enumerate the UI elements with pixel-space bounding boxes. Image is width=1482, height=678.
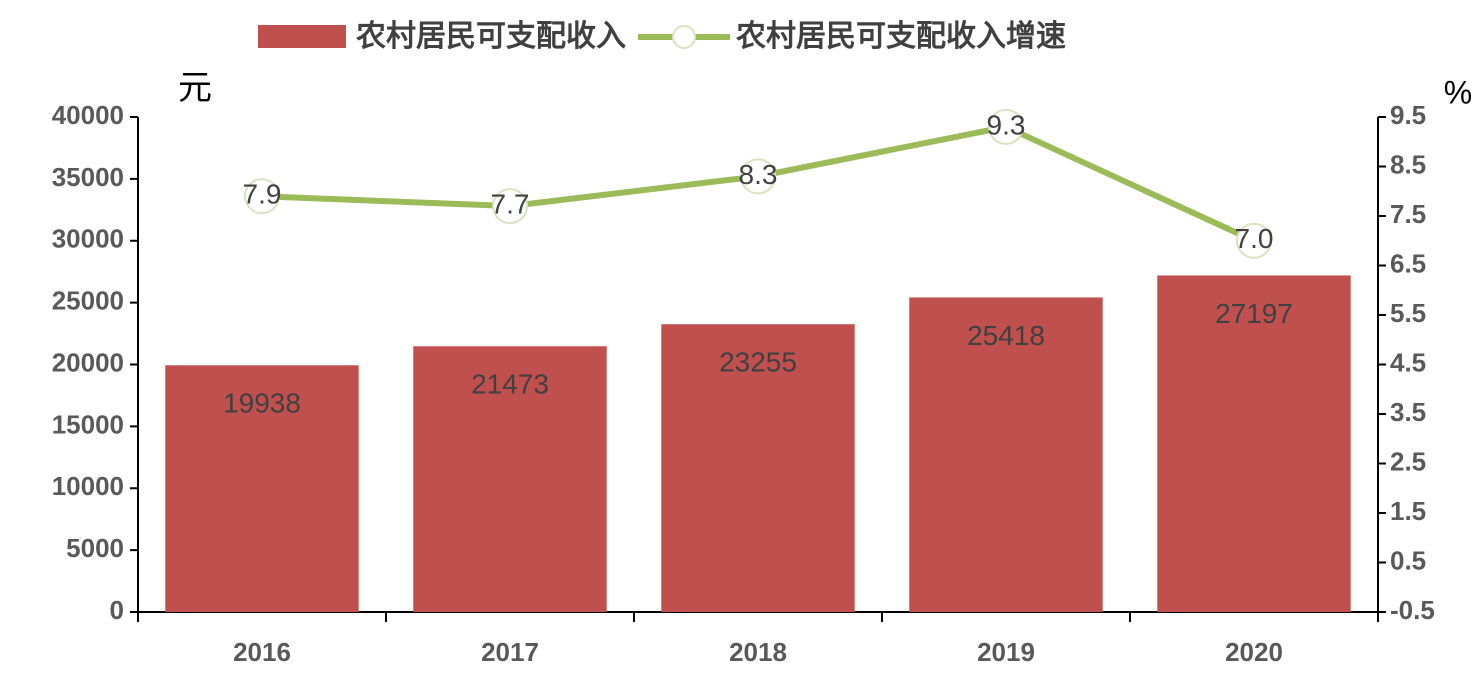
y-tick-label: 40000	[52, 100, 124, 130]
y-tick-label: 0	[110, 595, 124, 625]
marker	[492, 188, 528, 225]
y2-tick-label: 6.5	[1390, 248, 1426, 278]
data-label: 25418	[967, 320, 1045, 351]
legend-swatch	[258, 25, 346, 48]
y2-tick-label: 3.5	[1390, 397, 1426, 427]
legend-label: 农村居民可支配收入增速	[735, 20, 1066, 53]
data-label: 27197	[1215, 298, 1293, 329]
legend-label: 农村居民可支配收入	[355, 20, 626, 53]
y2-tick-label: 2.5	[1390, 446, 1426, 476]
bar	[661, 324, 855, 612]
y2-tick-label: 8.5	[1390, 149, 1426, 179]
marker	[1236, 222, 1272, 259]
data-label: 23255	[719, 347, 797, 378]
y2-tick-label: -0.5	[1390, 595, 1435, 625]
data-label: 19938	[223, 388, 301, 419]
bar	[909, 297, 1103, 612]
y2-tick-label: 5.5	[1390, 298, 1426, 328]
y-tick-label: 20000	[52, 347, 124, 377]
marker	[740, 158, 776, 195]
y-tick-label: 35000	[52, 162, 124, 192]
data-label: 21473	[471, 369, 549, 400]
y-tick-label: 10000	[52, 471, 124, 501]
y-tick-label: 25000	[52, 286, 124, 316]
x-tick-label: 2018	[729, 637, 787, 667]
legend-marker	[672, 25, 696, 49]
y-tick-label: 5000	[66, 533, 124, 563]
y2-unit: %	[1444, 74, 1472, 110]
y-unit: 元	[178, 69, 212, 107]
data-label: 9.3	[987, 109, 1026, 140]
y-tick-label: 15000	[52, 409, 124, 439]
y2-tick-label: 7.5	[1390, 199, 1426, 229]
bar	[1157, 275, 1351, 612]
x-tick-label: 2017	[481, 637, 539, 667]
data-label: 8.3	[739, 159, 778, 190]
marker	[244, 178, 280, 215]
bar	[413, 346, 607, 612]
y2-tick-label: 4.5	[1390, 347, 1426, 377]
x-tick-label: 2016	[233, 637, 291, 667]
x-tick-label: 2019	[977, 637, 1035, 667]
data-label: 7.9	[243, 179, 282, 210]
data-label: 7.0	[1235, 223, 1274, 254]
y2-tick-label: 1.5	[1390, 496, 1426, 526]
y-tick-label: 30000	[52, 224, 124, 254]
marker	[988, 108, 1024, 145]
data-label: 7.7	[491, 188, 530, 219]
x-tick-label: 2020	[1225, 637, 1283, 667]
y2-tick-label: 0.5	[1390, 545, 1426, 575]
bar	[165, 365, 359, 612]
y2-tick-label: 9.5	[1390, 100, 1426, 130]
